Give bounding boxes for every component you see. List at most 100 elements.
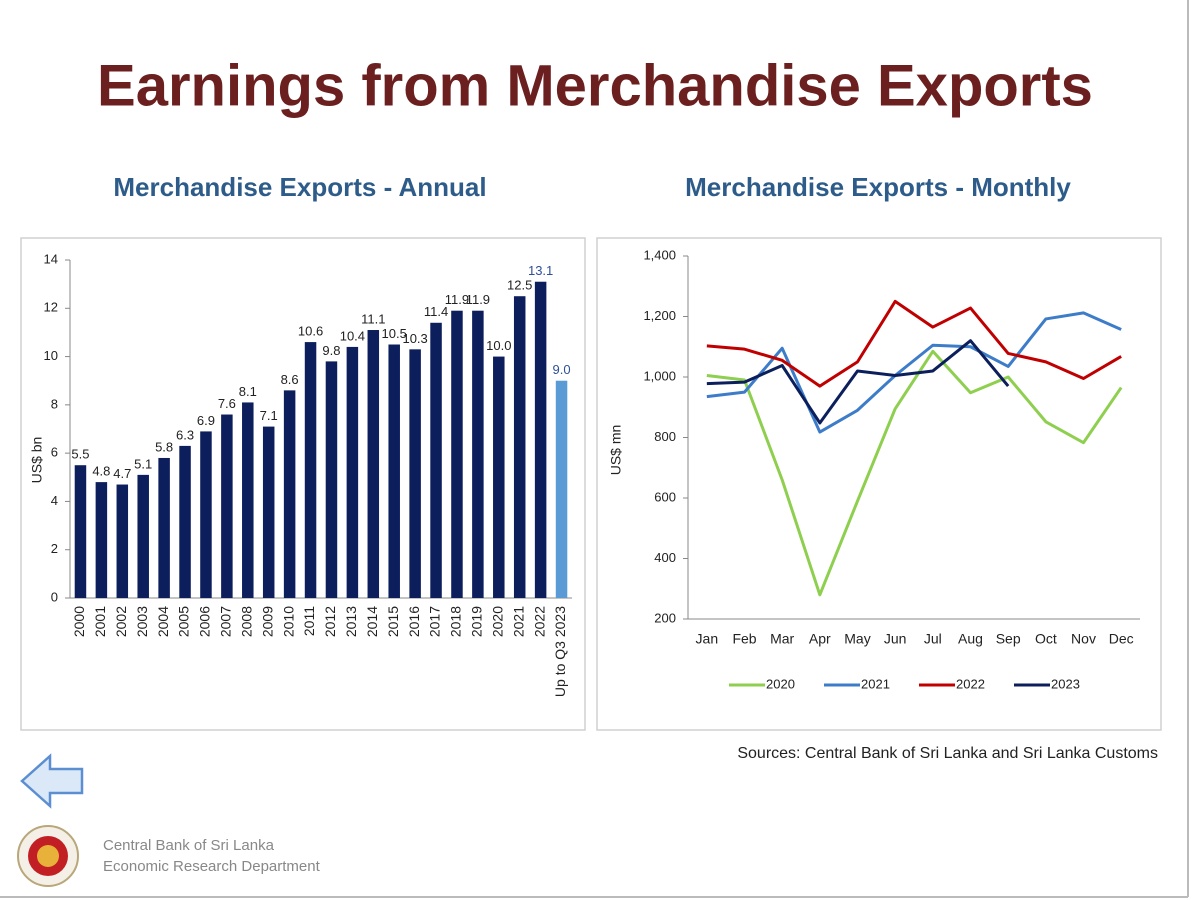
y-tick-label: 1,000 <box>643 368 676 383</box>
x-tick-label: 2009 <box>259 606 275 637</box>
chart-frame <box>20 237 586 731</box>
value-label: 12.5 <box>507 278 532 293</box>
x-tick-label: 2005 <box>176 606 192 637</box>
bar <box>95 482 108 598</box>
value-label: 10.4 <box>340 328 365 343</box>
y-tick-label: 0 <box>51 589 58 604</box>
x-tick-label: 2000 <box>71 606 87 637</box>
value-label: 8.6 <box>281 372 299 387</box>
bar <box>325 361 338 598</box>
x-tick-label: 2014 <box>364 606 380 637</box>
x-tick-label: 2011 <box>301 606 317 636</box>
value-label: 11.4 <box>424 304 448 319</box>
value-label: 7.6 <box>218 396 236 411</box>
slide-title: Earnings from Merchandise Exports <box>97 53 1093 118</box>
value-label: 9.0 <box>553 362 571 377</box>
value-label: 10.0 <box>486 338 511 353</box>
bar <box>493 356 505 598</box>
value-label: 5.8 <box>155 439 173 454</box>
bar <box>555 380 568 598</box>
x-tick-label: 2021 <box>510 606 526 637</box>
x-tick-label: Aug <box>958 631 983 647</box>
footer-dept: Economic Research Department <box>103 858 321 875</box>
value-label: 9.8 <box>322 343 340 358</box>
bar <box>74 465 87 598</box>
x-tick-label: 2002 <box>113 606 129 637</box>
x-tick-label: Apr <box>809 631 831 647</box>
x-tick-label: 2004 <box>155 606 171 637</box>
value-label: 11.1 <box>361 311 385 326</box>
chart-frame <box>596 237 1162 731</box>
y-tick-label: 12 <box>44 300 58 315</box>
bar <box>262 426 275 598</box>
value-label: 11.9 <box>466 292 490 307</box>
value-label: 11.9 <box>445 292 469 307</box>
y-axis-label: US$ bn <box>29 437 45 484</box>
bar <box>472 310 484 598</box>
y-tick-label: 800 <box>654 429 676 444</box>
y-tick-label: 1,200 <box>643 308 676 323</box>
x-tick-label: Jul <box>924 631 942 647</box>
x-tick-label: Up to Q3 2023 <box>552 606 568 697</box>
x-tick-label: Mar <box>770 631 794 647</box>
y-tick-label: 8 <box>51 396 58 411</box>
value-label: 6.3 <box>176 427 194 442</box>
bar <box>221 414 233 598</box>
y-axis-label: US$ mn <box>608 425 624 476</box>
bar <box>179 445 191 598</box>
logo <box>17 825 79 887</box>
x-tick-label: Nov <box>1071 631 1096 647</box>
value-label: 6.9 <box>197 413 215 428</box>
bar <box>430 322 442 598</box>
y-tick-label: 4 <box>51 493 58 508</box>
bar <box>367 330 380 598</box>
value-label: 7.1 <box>260 408 278 423</box>
y-tick-label: 2 <box>51 541 58 556</box>
bar <box>409 349 421 598</box>
bar <box>388 344 400 598</box>
value-label: 5.5 <box>71 447 89 462</box>
x-tick-label: 2017 <box>427 606 443 637</box>
x-tick-label: 2008 <box>238 606 254 637</box>
line-series <box>706 339 1010 425</box>
y-tick-label: 600 <box>654 489 676 504</box>
x-tick-label: May <box>844 631 870 647</box>
x-tick-label: 2007 <box>218 606 234 637</box>
y-tick-label: 14 <box>44 251 58 266</box>
y-tick-label: 200 <box>654 610 676 625</box>
bar <box>513 296 526 598</box>
x-tick-label: Jun <box>884 631 907 647</box>
x-tick-label: 2010 <box>280 606 296 637</box>
x-tick-label: 2020 <box>489 606 505 637</box>
line-series <box>706 311 1122 434</box>
x-tick-label: 2019 <box>469 606 485 637</box>
x-tick-label: Feb <box>732 631 756 647</box>
x-tick-label: 2001 <box>92 606 108 637</box>
value-label: 8.1 <box>239 384 257 399</box>
x-tick-label: 2006 <box>197 606 213 637</box>
back-arrow[interactable] <box>20 753 84 809</box>
bar <box>242 402 254 598</box>
x-tick-label: Sep <box>996 631 1021 647</box>
x-tick-label: Oct <box>1035 631 1057 647</box>
x-tick-label: 2003 <box>134 606 150 637</box>
value-label: 10.6 <box>298 324 323 339</box>
x-tick-label: 2018 <box>448 606 464 637</box>
legend-label: 2023 <box>1051 676 1080 691</box>
legend-label: 2021 <box>861 676 890 691</box>
y-tick-label: 400 <box>654 550 676 565</box>
x-tick-label: 2016 <box>406 606 422 637</box>
value-label: 4.7 <box>113 466 131 481</box>
chart-title: Merchandise Exports - Monthly <box>685 172 1071 202</box>
value-label: 10.5 <box>382 326 407 341</box>
bar <box>283 390 296 598</box>
bar <box>200 431 212 598</box>
y-tick-label: 6 <box>51 445 58 460</box>
y-tick-label: 1,400 <box>643 247 676 262</box>
bar <box>137 474 149 598</box>
chart-title: Merchandise Exports - Annual <box>113 172 486 202</box>
x-tick-label: 2022 <box>531 606 547 637</box>
bar <box>304 342 317 598</box>
